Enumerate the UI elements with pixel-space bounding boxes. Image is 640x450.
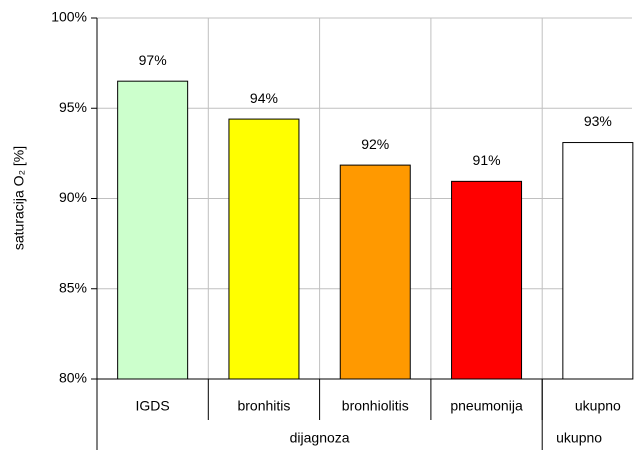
data-label: 91%	[473, 152, 501, 168]
bar	[228, 118, 300, 380]
y-tick-label: 95%	[59, 99, 87, 115]
bar	[117, 80, 189, 380]
x-tick-label: pneumonija	[450, 398, 523, 414]
x-tick-label: IGDS	[136, 398, 170, 414]
y-tick-label: 90%	[59, 189, 87, 205]
group-label: dijagnoza	[290, 430, 350, 446]
y-axis-label: saturacija O₂ [%]	[11, 146, 27, 250]
x-tick-label: bronhiolitis	[342, 398, 409, 414]
y-tick-label: 100%	[51, 9, 87, 25]
x-tick-label: bronhitis	[237, 398, 290, 414]
bar	[339, 164, 411, 380]
group-label: ukupno	[556, 430, 602, 446]
data-label: 93%	[584, 113, 612, 129]
bar	[562, 142, 634, 380]
data-label: 97%	[139, 52, 167, 68]
data-label: 92%	[361, 136, 389, 152]
bar	[451, 180, 523, 380]
data-label: 94%	[250, 90, 278, 106]
x-tick-label: ukupno	[575, 398, 621, 414]
y-tick-label: 80%	[59, 370, 87, 386]
y-tick-label: 85%	[59, 279, 87, 295]
